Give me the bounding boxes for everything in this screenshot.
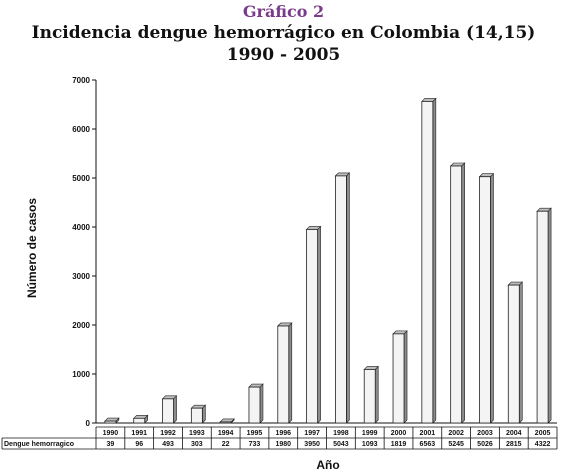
y-tick-label: 0 <box>86 419 91 428</box>
x-tick-label: 2005 <box>535 430 551 437</box>
x-tick-label: 1999 <box>362 430 378 437</box>
x-tick-label: 1997 <box>304 430 320 437</box>
bar <box>363 369 376 424</box>
chart-subtitle: 1990 - 2005 <box>226 45 341 65</box>
x-tick-label: 2002 <box>448 430 464 437</box>
y-tick-label: 1000 <box>72 370 90 379</box>
bar-side <box>432 97 437 424</box>
bar-side <box>317 225 321 424</box>
series-label: Dengue hemorragico <box>4 441 74 448</box>
x-tick-label: 2003 <box>477 430 493 437</box>
bar-side <box>547 207 552 424</box>
bar <box>450 165 463 424</box>
y-tick-label: 6000 <box>72 125 90 134</box>
data-label: 5026 <box>477 441 493 448</box>
x-tick-label: 1995 <box>247 430 263 437</box>
y-tick-label: 2000 <box>72 321 90 330</box>
data-label: 3950 <box>304 441 320 448</box>
chart-supertitle: Gráfico 2 <box>242 2 325 21</box>
y-tick-label: 7000 <box>72 76 90 85</box>
bar <box>277 325 290 424</box>
data-label: 733 <box>249 441 261 448</box>
x-tick-label: 1993 <box>189 430 205 437</box>
bar <box>162 398 174 424</box>
data-label: 5043 <box>333 441 349 448</box>
bar-side <box>346 172 350 424</box>
data-label: 5245 <box>448 441 464 448</box>
data-label: 1093 <box>362 441 378 448</box>
x-tick-label: 2000 <box>391 430 407 437</box>
y-axis-label: Número de casos <box>25 198 39 298</box>
x-tick-label: 1992 <box>160 430 176 437</box>
bar <box>104 420 117 424</box>
y-tick-label: 5000 <box>72 174 90 183</box>
data-label: 4322 <box>535 441 551 448</box>
bar <box>133 417 146 424</box>
data-label: 303 <box>191 441 203 448</box>
bar <box>392 333 405 424</box>
data-label: 2815 <box>506 441 522 448</box>
x-tick-label: 1990 <box>103 430 119 437</box>
bar-side <box>288 322 293 424</box>
bar-side <box>518 281 523 424</box>
y-tick-label: 4000 <box>72 223 90 232</box>
y-tick-label: 3000 <box>72 272 90 281</box>
data-label: 1819 <box>391 441 407 448</box>
bar-side <box>403 330 408 424</box>
x-tick-label: 1994 <box>218 430 234 437</box>
x-tick-label: 1991 <box>131 430 147 437</box>
bar-side <box>259 383 264 424</box>
bar <box>507 284 520 424</box>
bar-side <box>461 162 465 424</box>
bar <box>306 229 318 424</box>
bar-side <box>173 395 177 424</box>
data-label: 39 <box>107 441 115 448</box>
bar <box>536 210 549 424</box>
bar-side <box>374 365 379 424</box>
bar <box>219 421 232 424</box>
data-label: 6563 <box>420 441 436 448</box>
bar <box>335 175 347 424</box>
data-label: 22 <box>222 441 230 448</box>
chart-title: Incidencia dengue hemorrágico en Colombi… <box>31 23 536 43</box>
bar <box>479 176 491 424</box>
bar <box>248 386 261 424</box>
x-tick-label: 2001 <box>420 430 436 437</box>
x-tick-label: 2004 <box>506 430 522 437</box>
data-label: 1980 <box>275 441 291 448</box>
bar <box>421 101 434 424</box>
bar <box>190 407 203 424</box>
x-tick-label: 1998 <box>333 430 349 437</box>
x-tick-label: 1996 <box>275 430 291 437</box>
x-axis-label: Año <box>316 458 339 472</box>
data-label: 493 <box>162 441 174 448</box>
data-label: 96 <box>135 441 143 448</box>
bar-side <box>490 173 494 424</box>
